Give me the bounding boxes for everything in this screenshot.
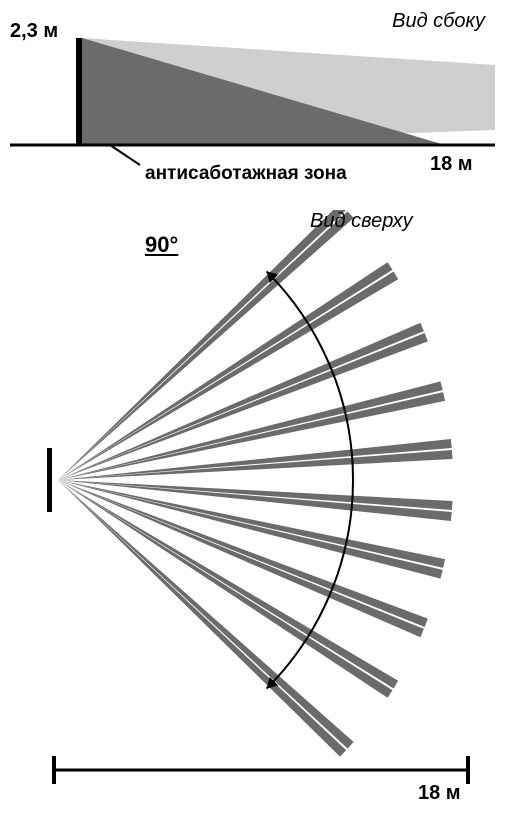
top-range-label: 18 м xyxy=(418,782,461,805)
side-view-title: Вид сбоку xyxy=(392,10,485,33)
height-label: 2,3 м xyxy=(10,20,58,43)
top-view-svg xyxy=(10,210,495,800)
side-view-diagram: 2,3 м Вид сбоку 18 м антисаботажная зона xyxy=(10,10,495,190)
top-view-title: Вид сверху xyxy=(310,210,413,233)
top-view-diagram: Вид сверху 90° 18 м xyxy=(10,210,495,800)
side-range-label: 18 м xyxy=(430,153,473,176)
angle-label: 90° xyxy=(145,232,178,258)
anti-sabotage-label: антисаботажная зона xyxy=(145,163,347,185)
